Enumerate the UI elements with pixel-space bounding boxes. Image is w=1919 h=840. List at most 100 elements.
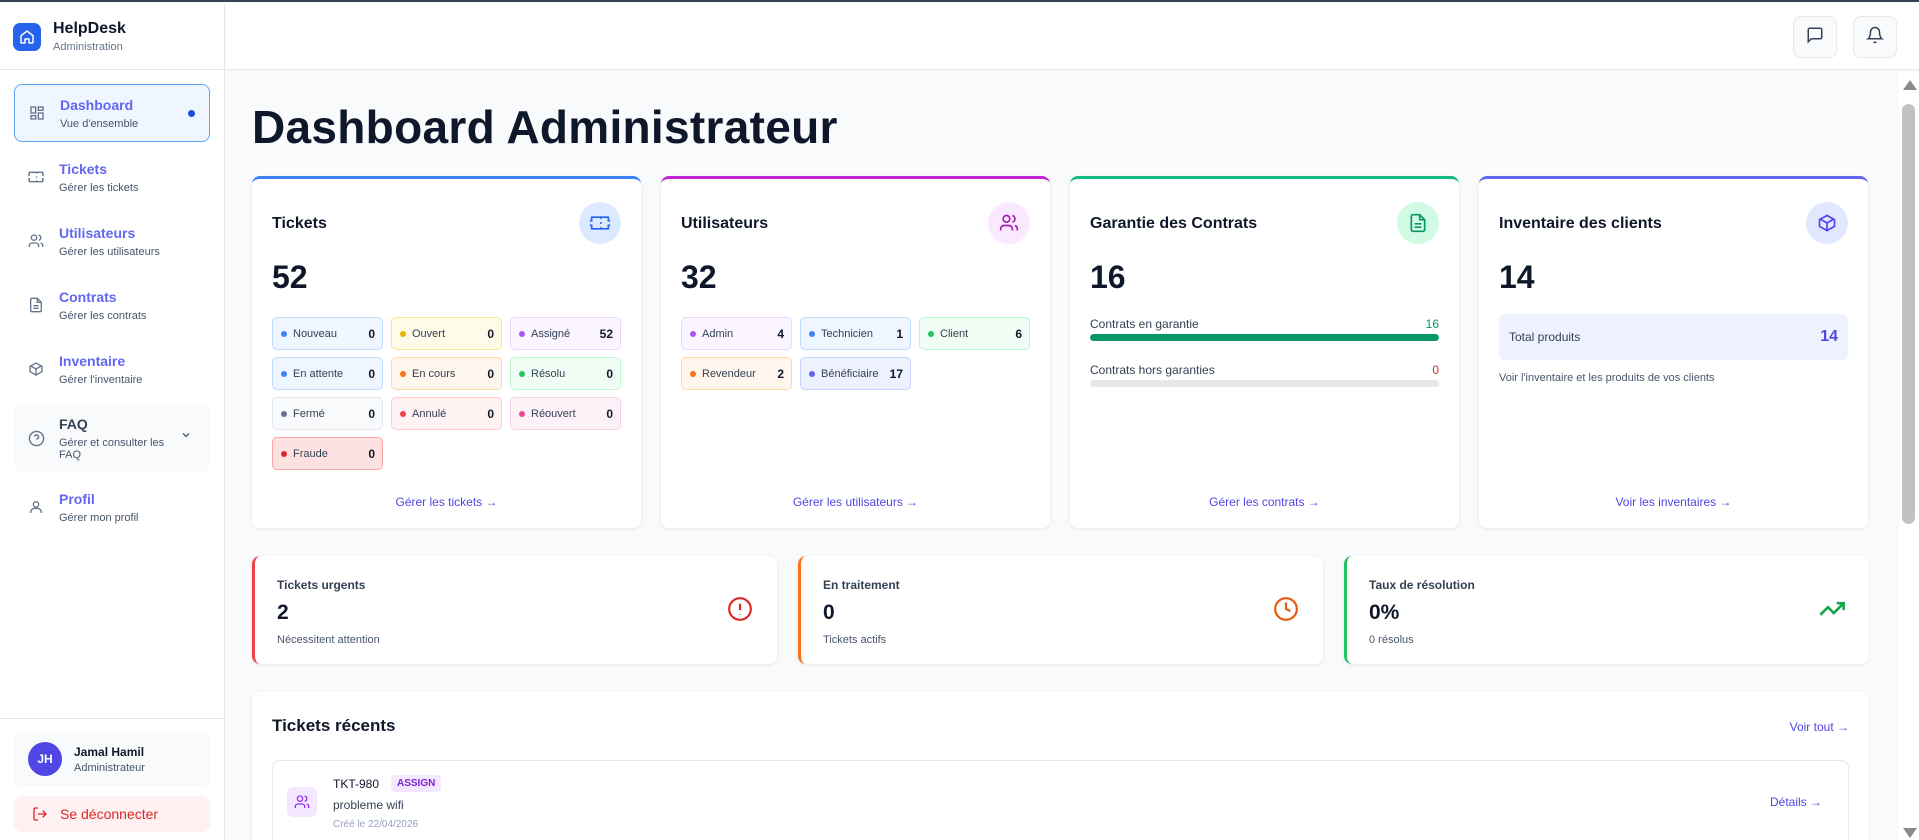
scroll-up-arrow-icon[interactable]	[1903, 80, 1917, 90]
file-icon	[27, 296, 45, 314]
mini-sub: Tickets actifs	[823, 634, 887, 646]
status-dot	[400, 370, 406, 377]
role-count: 17	[889, 366, 903, 381]
active-indicator	[188, 110, 195, 117]
sidebar-item-sub: Vue d'ensemble	[60, 117, 139, 130]
sidebar-item-label: Profil	[59, 490, 95, 507]
role-chip-client[interactable]: Client 6	[919, 317, 1030, 350]
bar-label: Contrats en garantie	[1090, 317, 1199, 331]
inventory-total: 14	[1499, 259, 1535, 295]
page-title: Dashboard Administrateur	[252, 101, 838, 153]
status-count: 0	[606, 366, 613, 381]
user-card[interactable]: JH Jamal Hamil Administrateur	[14, 732, 210, 786]
status-chip-assigne[interactable]: Assigné 52	[510, 317, 621, 350]
sidebar-item-sub: Gérer l'inventaire	[59, 373, 143, 386]
status-chip-nouveau[interactable]: Nouveau 0	[272, 317, 383, 350]
sidebar-item-users[interactable]: Utilisateurs Gérer les utilisateurs	[14, 212, 210, 270]
brand-subtitle: Administration	[53, 41, 123, 53]
scrollbar[interactable]	[1899, 72, 1919, 840]
manage-contracts-link[interactable]: Gérer les contrats →	[1209, 495, 1320, 509]
sidebar-item-faq[interactable]: FAQ Gérer et consulter les FAQ	[14, 404, 210, 472]
inventory-description: Voir l'inventaire et les produits de vos…	[1499, 372, 1715, 384]
message-icon	[1806, 26, 1824, 49]
status-chip-en-attente[interactable]: En attente 0	[272, 357, 383, 390]
mini-title: En traitement	[823, 578, 900, 592]
ticket-icon	[27, 168, 45, 186]
mini-value: 0	[823, 601, 835, 624]
sidebar-item-label: Dashboard	[60, 96, 134, 113]
sidebar: HelpDesk Administration Dashboard Vue d'e…	[0, 4, 225, 840]
role-label: Client	[940, 327, 969, 340]
logout-button[interactable]: Se déconnecter	[14, 796, 210, 832]
sidebar-item-label: FAQ	[59, 415, 88, 432]
box-icon	[27, 360, 45, 378]
manage-tickets-link[interactable]: Gérer les tickets →	[395, 495, 498, 509]
bell-icon	[1865, 26, 1885, 49]
file-icon	[1397, 202, 1439, 244]
mini-sub: 0 résolus	[1369, 634, 1414, 646]
see-all-link[interactable]: Voir tout →	[1789, 720, 1849, 734]
status-count: 0	[368, 366, 375, 381]
sidebar-item-label: Utilisateurs	[59, 224, 136, 241]
status-chip-ouvert[interactable]: Ouvert 0	[391, 317, 502, 350]
status-chip-en-cours[interactable]: En cours 0	[391, 357, 502, 390]
status-dot	[400, 330, 406, 337]
user-role-grid: Admin 4 Technicien 1 Client 6 Revendeur 2 Bé…	[681, 317, 1033, 390]
status-dot	[519, 410, 525, 417]
sidebar-item-tickets[interactable]: Tickets Gérer les tickets	[14, 148, 210, 206]
status-label: Ouvert	[412, 327, 446, 340]
status-label: Nouveau	[293, 327, 338, 340]
brand[interactable]: HelpDesk Administration	[0, 4, 224, 70]
role-chip-technicien[interactable]: Technicien 1	[800, 317, 911, 350]
mini-value: 0%	[1369, 601, 1400, 624]
scroll-down-arrow-icon[interactable]	[1903, 828, 1917, 838]
recent-tickets: Tickets récents Voir tout → TKT-980 ASSI…	[252, 692, 1869, 840]
progress-bar	[1090, 380, 1439, 387]
status-count: 0	[487, 366, 494, 381]
sidebar-item-profile[interactable]: Profil Gérer mon profil	[14, 478, 210, 536]
user-name: Jamal Hamil	[74, 744, 145, 759]
role-chip-revendeur[interactable]: Revendeur 2	[681, 357, 792, 390]
status-dot	[519, 330, 525, 337]
status-count: 0	[368, 406, 375, 421]
inventory-card: Inventaire des clients 14 Total produits…	[1479, 176, 1868, 528]
sidebar-item-contracts[interactable]: Contrats Gérer les contrats	[14, 276, 210, 334]
mini-title: Tickets urgents	[277, 578, 366, 592]
status-dot	[519, 370, 525, 377]
total-products-label: Total produits	[1509, 330, 1581, 344]
status-dot	[281, 450, 287, 457]
chevron-down-icon[interactable]	[180, 428, 192, 446]
manage-users-link[interactable]: Gérer les utilisateurs →	[792, 495, 919, 509]
role-chip-beneficiaire[interactable]: Bénéficiaire 17	[800, 357, 911, 390]
role-label: Bénéficiaire	[821, 367, 879, 380]
status-chip-ferme[interactable]: Fermé 0	[272, 397, 383, 430]
users-icon	[988, 202, 1030, 244]
status-label: En cours	[412, 367, 456, 380]
status-chip-fraude[interactable]: Fraude 0	[272, 437, 383, 470]
sidebar-item-dashboard[interactable]: Dashboard Vue d'ensemble	[14, 84, 210, 142]
ticket-description: probleme wifi	[333, 798, 404, 812]
status-chip-reouvert[interactable]: Réouvert 0	[510, 397, 621, 430]
trending-up-icon	[1817, 594, 1847, 624]
sidebar-nav: Dashboard Vue d'ensemble Tickets Gérer les…	[0, 70, 224, 536]
dashboard-grid-icon	[28, 104, 46, 122]
resolution-rate-card: Taux de résolution 0% 0 résolus	[1344, 556, 1869, 664]
status-count: 0	[487, 406, 494, 421]
users-total: 32	[681, 259, 717, 295]
status-label: Résolu	[531, 367, 566, 380]
notifications-button[interactable]	[1853, 16, 1897, 58]
status-dot	[281, 370, 287, 377]
role-chip-admin[interactable]: Admin 4	[681, 317, 792, 350]
status-chip-annule[interactable]: Annulé 0	[391, 397, 502, 430]
help-circle-icon	[27, 429, 45, 447]
table-row[interactable]: TKT-980 ASSIGN probleme wifi Créé le 22/…	[272, 760, 1849, 840]
view-inventories-link[interactable]: Voir les inventaires →	[1615, 495, 1732, 509]
messages-button[interactable]	[1793, 16, 1837, 58]
details-link[interactable]: Détails →	[1769, 795, 1822, 809]
tickets-total: 52	[272, 259, 308, 295]
scrollbar-thumb[interactable]	[1902, 104, 1915, 524]
sidebar-item-inventory[interactable]: Inventaire Gérer l'inventaire	[14, 340, 210, 398]
total-products-value: 14	[1820, 328, 1838, 345]
status-chip-resolu[interactable]: Résolu 0	[510, 357, 621, 390]
role-dot	[928, 330, 934, 337]
